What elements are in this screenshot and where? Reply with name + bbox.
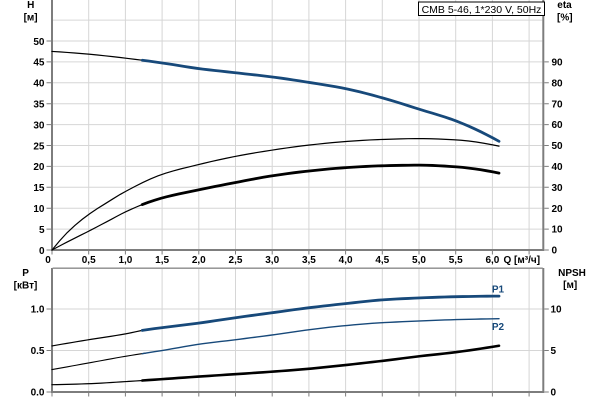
svg-text:CMB 5-46, 1*230 V, 50Hz: CMB 5-46, 1*230 V, 50Hz [422,4,542,16]
svg-text:45: 45 [33,58,45,69]
svg-text:90: 90 [552,58,564,69]
svg-text:P1: P1 [492,284,505,295]
svg-text:70: 70 [552,99,564,110]
svg-text:[м]: [м] [24,12,38,23]
svg-text:20: 20 [33,162,45,173]
svg-text:5: 5 [551,346,557,357]
svg-text:50: 50 [552,141,564,152]
svg-text:[кВт]: [кВт] [14,281,38,292]
svg-text:0.0: 0.0 [31,387,45,398]
svg-text:25: 25 [33,141,45,152]
svg-text:H: H [27,0,34,11]
svg-text:15: 15 [33,183,45,194]
svg-text:40: 40 [33,79,45,90]
svg-text:0,5: 0,5 [82,255,96,266]
svg-text:NPSH: NPSH [558,268,586,279]
svg-text:4,5: 4,5 [375,255,389,266]
svg-text:0: 0 [552,246,558,257]
svg-text:[м]: [м] [563,280,577,291]
svg-text:80: 80 [552,78,564,89]
svg-text:5: 5 [39,225,45,236]
svg-text:P2: P2 [492,322,505,333]
svg-text:1,5: 1,5 [155,255,169,266]
svg-text:P: P [22,268,29,279]
svg-text:0: 0 [45,255,51,266]
svg-text:2,0: 2,0 [192,255,206,266]
svg-text:Q [м³/ч]: Q [м³/ч] [504,255,541,266]
svg-text:3,5: 3,5 [302,255,316,266]
svg-text:2,5: 2,5 [229,255,243,266]
svg-text:1,0: 1,0 [118,255,132,266]
svg-text:10: 10 [552,225,564,236]
svg-text:40: 40 [552,162,564,173]
svg-text:35: 35 [33,100,45,111]
svg-text:60: 60 [552,120,564,131]
svg-text:4,0: 4,0 [339,255,353,266]
svg-text:30: 30 [552,183,564,194]
svg-text:6,0: 6,0 [485,255,499,266]
svg-text:1.0: 1.0 [31,304,45,315]
svg-text:3,0: 3,0 [265,255,279,266]
svg-text:5,0: 5,0 [412,255,426,266]
svg-text:30: 30 [33,120,45,131]
svg-text:0: 0 [39,246,45,257]
svg-text:50: 50 [33,37,45,48]
svg-text:10: 10 [551,305,563,316]
svg-text:20: 20 [552,204,564,215]
svg-text:10: 10 [33,204,45,215]
svg-text:0.5: 0.5 [31,346,45,357]
svg-text:5,5: 5,5 [449,255,463,266]
svg-text:0: 0 [551,388,557,399]
svg-text:[%]: [%] [557,12,573,23]
svg-text:eta: eta [557,0,572,11]
